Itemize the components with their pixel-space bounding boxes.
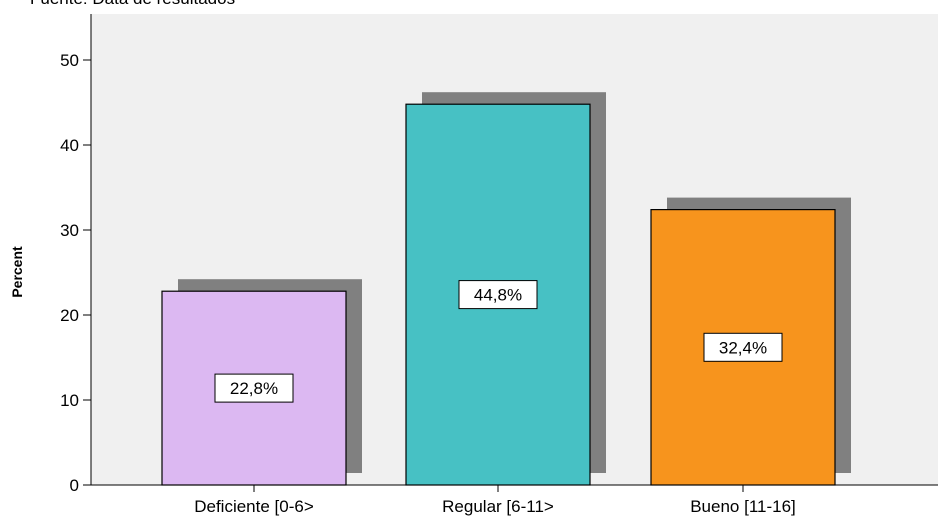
y-tick-label: 0 [70, 476, 79, 495]
y-tick-label: 40 [60, 136, 79, 155]
y-tick-label: 50 [60, 51, 79, 70]
plot-area: 0 10 20 30 40 50 22,8% Deficiente [0-6> 44,8% Reg… [60, 14, 938, 516]
y-axis-label: Percent [9, 246, 25, 298]
y-tick-label: 20 [60, 306, 79, 325]
x-tick-label: Bueno [11-16] [690, 497, 796, 516]
x-tick-label: Deficiente [0-6> [194, 497, 314, 516]
source-note: Fuente: Data de resultados [30, 0, 235, 8]
data-label: 22,8% [230, 379, 278, 398]
data-label: 44,8% [474, 286, 522, 305]
y-tick-label: 10 [60, 391, 79, 410]
x-tick-label: Regular [6-11> [442, 497, 554, 516]
data-label: 32,4% [719, 338, 767, 357]
y-tick-label: 30 [60, 221, 79, 240]
